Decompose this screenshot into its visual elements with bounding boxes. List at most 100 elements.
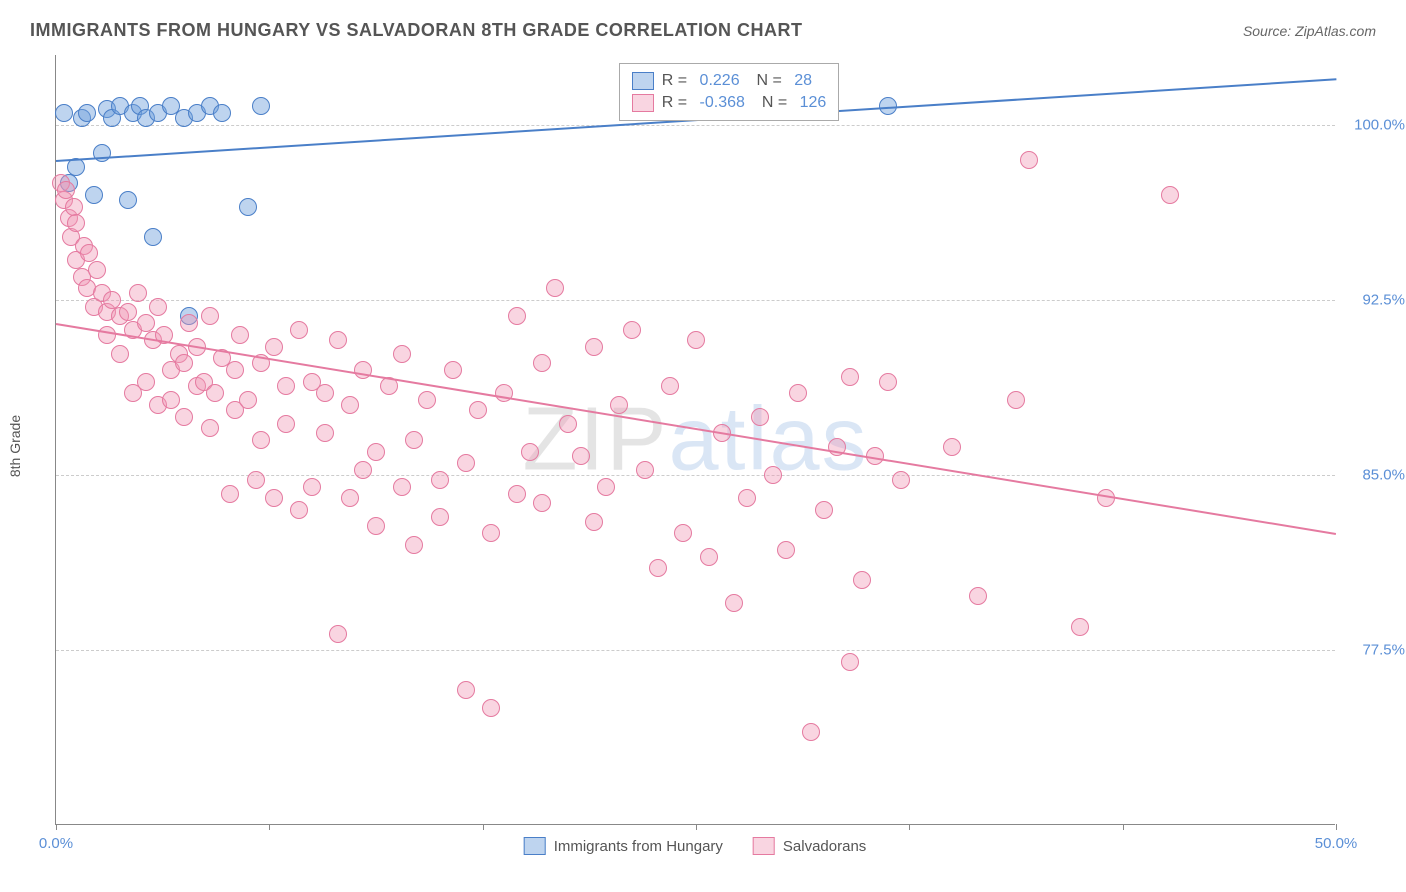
legend-swatch-icon (632, 94, 654, 112)
chart-title: IMMIGRANTS FROM HUNGARY VS SALVADORAN 8T… (30, 20, 803, 41)
legend-label: Immigrants from Hungary (554, 838, 723, 855)
data-point (144, 228, 162, 246)
data-point (597, 478, 615, 496)
y-axis-label: 8th Grade (7, 415, 23, 477)
legend-item-salvadorans: Salvadorans (753, 837, 866, 855)
data-point (303, 478, 321, 496)
data-point (119, 191, 137, 209)
data-point (623, 321, 641, 339)
data-point (585, 338, 603, 356)
source-attribution: Source: ZipAtlas.com (1243, 23, 1376, 39)
data-point (85, 186, 103, 204)
gridline (56, 125, 1335, 126)
stats-n-label: N = (748, 72, 787, 90)
data-point (175, 408, 193, 426)
data-point (815, 501, 833, 519)
data-point (341, 489, 359, 507)
x-tick-label: 0.0% (39, 835, 73, 852)
data-point (329, 625, 347, 643)
data-point (78, 104, 96, 122)
gridline (56, 300, 1335, 301)
stats-legend: R = 0.226 N = 28R = -0.368 N = 126 (619, 63, 840, 121)
x-tick (1336, 824, 1337, 830)
data-point (802, 723, 820, 741)
data-point (457, 454, 475, 472)
data-point (661, 377, 679, 395)
data-point (103, 291, 121, 309)
data-point (329, 331, 347, 349)
gridline (56, 650, 1335, 651)
data-point (431, 471, 449, 489)
data-point (444, 361, 462, 379)
data-point (405, 536, 423, 554)
data-point (559, 415, 577, 433)
data-point (149, 298, 167, 316)
data-point (277, 415, 295, 433)
x-tick (483, 824, 484, 830)
data-point (482, 699, 500, 717)
stats-n-label: N = (753, 94, 792, 112)
data-point (57, 181, 75, 199)
data-point (469, 401, 487, 419)
data-point (841, 368, 859, 386)
data-point (111, 345, 129, 363)
y-tick-label: 85.0% (1362, 467, 1405, 484)
data-point (252, 431, 270, 449)
data-point (687, 331, 705, 349)
bottom-legend: Immigrants from Hungary Salvadorans (524, 837, 867, 855)
data-point (943, 438, 961, 456)
data-point (55, 104, 73, 122)
data-point (175, 354, 193, 372)
data-point (457, 681, 475, 699)
data-point (610, 396, 628, 414)
data-point (853, 571, 871, 589)
data-point (265, 338, 283, 356)
x-tick-label: 50.0% (1315, 835, 1358, 852)
data-point (1071, 618, 1089, 636)
y-tick-label: 77.5% (1362, 642, 1405, 659)
data-point (418, 391, 436, 409)
legend-swatch-icon (753, 837, 775, 855)
data-point (393, 345, 411, 363)
data-point (239, 198, 257, 216)
data-point (98, 326, 116, 344)
data-point (764, 466, 782, 484)
data-point (508, 307, 526, 325)
data-point (405, 431, 423, 449)
data-point (341, 396, 359, 414)
stats-legend-row: R = -0.368 N = 126 (632, 92, 827, 114)
data-point (137, 314, 155, 332)
x-tick (56, 824, 57, 830)
data-point (119, 303, 137, 321)
data-point (751, 408, 769, 426)
x-tick (269, 824, 270, 830)
data-point (367, 443, 385, 461)
data-point (367, 517, 385, 535)
data-point (969, 587, 987, 605)
data-point (533, 354, 551, 372)
data-point (521, 443, 539, 461)
stats-r-label: R = (662, 72, 692, 90)
data-point (738, 489, 756, 507)
stats-legend-row: R = 0.226 N = 28 (632, 70, 827, 92)
y-tick-label: 92.5% (1362, 292, 1405, 309)
data-point (892, 471, 910, 489)
data-point (725, 594, 743, 612)
data-point (226, 361, 244, 379)
data-point (137, 373, 155, 391)
data-point (674, 524, 692, 542)
data-point (67, 214, 85, 232)
x-tick (909, 824, 910, 830)
data-point (1020, 151, 1038, 169)
data-point (1161, 186, 1179, 204)
stats-r-value: 0.226 (700, 72, 740, 90)
data-point (393, 478, 411, 496)
trend-line (56, 323, 1336, 535)
plot-area: ZIPatlas 77.5%85.0%92.5%100.0%0.0%50.0%R… (55, 55, 1335, 825)
data-point (1007, 391, 1025, 409)
x-tick (1123, 824, 1124, 830)
y-tick-label: 100.0% (1354, 117, 1405, 134)
legend-item-hungary: Immigrants from Hungary (524, 837, 723, 855)
data-point (213, 104, 231, 122)
data-point (546, 279, 564, 297)
